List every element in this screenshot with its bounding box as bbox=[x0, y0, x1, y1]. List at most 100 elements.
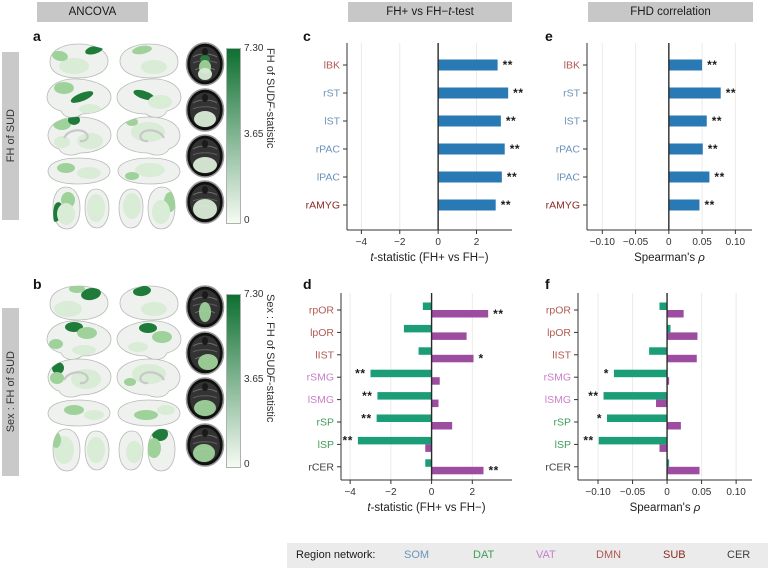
panel-letter-c: c bbox=[303, 28, 311, 44]
axial-slices-b bbox=[185, 284, 225, 474]
panel-letter-b: b bbox=[33, 276, 42, 292]
sig-marker: ** bbox=[704, 198, 714, 212]
category-label: lpOR bbox=[310, 327, 334, 339]
category-label: rpOR bbox=[309, 305, 335, 317]
x-tick-label: −0.05 bbox=[620, 487, 646, 498]
category-label: rSMG bbox=[544, 372, 571, 384]
sig-marker: * bbox=[479, 352, 484, 366]
bar bbox=[438, 59, 498, 71]
bar bbox=[659, 302, 668, 310]
bar bbox=[667, 422, 681, 430]
bar bbox=[668, 59, 703, 71]
column-header-fhd: FHD correlation bbox=[588, 2, 753, 22]
category-label: rSP bbox=[553, 417, 571, 429]
category-label: rCER bbox=[308, 461, 334, 473]
bar bbox=[438, 87, 509, 99]
bar bbox=[425, 459, 432, 467]
bar bbox=[603, 392, 668, 400]
panel-letter-a: a bbox=[33, 28, 41, 44]
column-header-ttest: FH+ vs FH− t -test bbox=[348, 2, 512, 22]
row-label-sex-fh-of-sud: Sex : FH of SUD bbox=[2, 308, 19, 476]
sig-marker: ** bbox=[726, 86, 736, 100]
category-label: rpOR bbox=[546, 305, 572, 317]
category-label: rSP bbox=[316, 417, 334, 429]
category-label: lBK bbox=[564, 60, 580, 72]
colorbar-b bbox=[226, 294, 241, 468]
legend-item-vat: VAT bbox=[536, 549, 556, 561]
bar bbox=[667, 354, 697, 363]
x-tick-label: −0.10 bbox=[590, 237, 616, 248]
x-axis-label: Spearman's ρ bbox=[634, 252, 705, 264]
panel-letter-f: f bbox=[545, 276, 550, 292]
bar bbox=[418, 347, 432, 355]
legend-item-sub: SUB bbox=[663, 549, 686, 561]
bar bbox=[370, 369, 432, 378]
category-label: rST bbox=[323, 88, 341, 100]
legend-item-dmn: DMN bbox=[596, 549, 622, 561]
sig-marker: * bbox=[597, 411, 602, 425]
x-tick-label: 0 bbox=[435, 237, 441, 248]
legend-title: Region network: bbox=[296, 549, 376, 561]
bar bbox=[668, 199, 700, 211]
x-tick-label: −2 bbox=[385, 487, 397, 498]
sig-marker: ** bbox=[583, 434, 593, 448]
category-label: lPAC bbox=[557, 172, 581, 184]
colorbar-a-title: FH of SUD F -statistic bbox=[264, 48, 276, 149]
bar bbox=[668, 115, 707, 127]
sig-marker: ** bbox=[489, 464, 499, 478]
x-tick-label: 0.05 bbox=[692, 237, 712, 248]
brain-surface-map-b bbox=[44, 282, 184, 477]
colorbar-b-title: Sex : FH of SUD F -statistic bbox=[264, 294, 276, 423]
x-tick-label: 0 bbox=[429, 487, 435, 498]
category-label: lSP bbox=[318, 439, 334, 451]
colorbar-a-max: 7.30 bbox=[244, 43, 264, 54]
sig-marker: ** bbox=[362, 389, 372, 403]
bar bbox=[422, 302, 432, 310]
bar bbox=[438, 199, 496, 211]
sig-marker: ** bbox=[343, 434, 353, 448]
bar bbox=[667, 459, 670, 467]
category-label: rST bbox=[563, 88, 581, 100]
x-tick-label: −4 bbox=[356, 237, 368, 248]
category-label: lST bbox=[564, 116, 580, 128]
bar bbox=[438, 171, 502, 183]
category-label: lSMG bbox=[308, 394, 334, 406]
category-label: lIST bbox=[315, 349, 334, 361]
bar bbox=[668, 143, 703, 155]
x-tick-label: −0.10 bbox=[585, 487, 611, 498]
category-label: lSMG bbox=[545, 394, 571, 406]
category-label: rPAC bbox=[556, 144, 581, 156]
bar bbox=[667, 466, 700, 475]
category-label: lST bbox=[324, 116, 340, 128]
bar bbox=[613, 369, 668, 378]
bar bbox=[607, 414, 668, 422]
x-tick-label: 0 bbox=[666, 237, 672, 248]
colorbar-a-mid: 3.65 bbox=[244, 129, 264, 140]
sig-marker: ** bbox=[506, 114, 516, 128]
bar bbox=[667, 332, 698, 340]
category-label: rPAC bbox=[316, 144, 341, 156]
x-tick-label: 0.10 bbox=[726, 487, 746, 498]
legend-item-dat: DAT bbox=[473, 549, 495, 561]
bar bbox=[431, 399, 439, 408]
sig-marker: ** bbox=[708, 142, 718, 156]
bar bbox=[431, 422, 453, 430]
sig-marker: ** bbox=[513, 86, 523, 100]
bar bbox=[667, 324, 671, 333]
sig-marker: ** bbox=[507, 170, 517, 184]
bar bbox=[668, 87, 721, 99]
category-label: lIST bbox=[552, 349, 571, 361]
row-label-fh-of-sud: FH of SUD bbox=[2, 52, 19, 220]
category-label: rAMYG bbox=[306, 200, 340, 212]
bar bbox=[667, 377, 670, 385]
x-tick-label: 2 bbox=[470, 487, 476, 498]
colorbar-a-min: 0 bbox=[244, 215, 250, 226]
colorbar-a bbox=[226, 48, 241, 224]
bar bbox=[403, 324, 432, 333]
panel-letter-e: e bbox=[545, 28, 553, 44]
bar bbox=[668, 171, 710, 183]
sig-marker: ** bbox=[588, 389, 598, 403]
sig-marker: ** bbox=[503, 58, 513, 72]
bar bbox=[377, 392, 432, 400]
